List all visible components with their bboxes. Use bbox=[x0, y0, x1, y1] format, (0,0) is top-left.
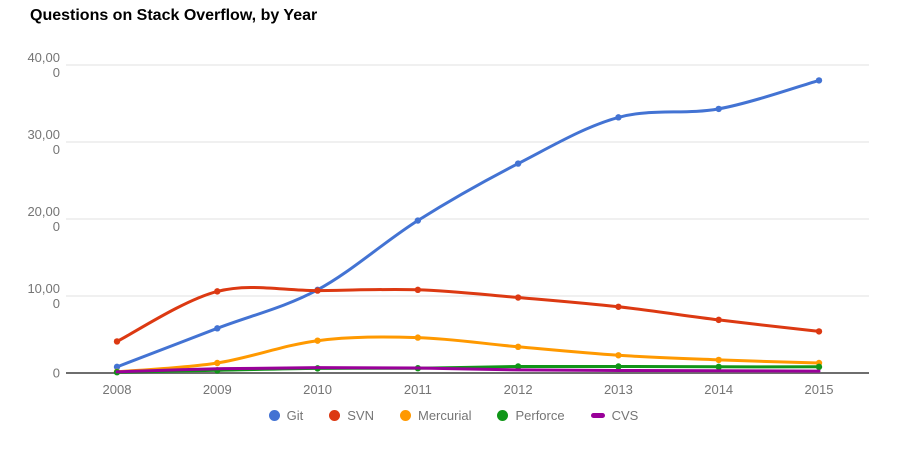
y-tick-line: 20,00 bbox=[27, 204, 60, 219]
x-tick-label: 2014 bbox=[704, 382, 734, 397]
circle-icon bbox=[497, 410, 509, 421]
y-tick-label: 0 bbox=[53, 366, 60, 381]
data-point-perforce bbox=[615, 363, 622, 370]
legend-item-mercurial: Mercurial bbox=[400, 408, 471, 423]
x-tick-label: 2011 bbox=[403, 382, 432, 397]
legend-label: Perforce bbox=[515, 408, 565, 423]
y-tick-label: 10,00 0 bbox=[27, 281, 60, 311]
data-point-svn bbox=[815, 328, 823, 335]
legend-item-perforce: Perforce bbox=[497, 408, 565, 423]
dash-icon bbox=[590, 413, 605, 418]
data-point-git bbox=[815, 77, 823, 84]
x-tick-label: 2015 bbox=[804, 382, 834, 397]
y-tick-label: 30,00 0 bbox=[27, 127, 60, 157]
y-tick-label: 40,00 0 bbox=[27, 50, 60, 80]
legend-label: Git bbox=[286, 408, 304, 423]
series-line-cvs bbox=[115, 366, 821, 374]
circle-icon bbox=[268, 410, 280, 421]
x-tick-label: 2013 bbox=[603, 382, 633, 397]
y-tick-line: 0 bbox=[52, 142, 60, 157]
y-tick-line: 0 bbox=[52, 219, 60, 234]
legend: Git SVN Mercurial Perforce CVS bbox=[0, 408, 907, 423]
legend-item-git: Git bbox=[268, 408, 304, 423]
data-point-svn bbox=[615, 303, 622, 310]
data-point-git bbox=[514, 160, 522, 167]
circle-icon bbox=[329, 410, 341, 421]
data-point-perforce bbox=[715, 363, 722, 371]
y-tick-line: 0 bbox=[52, 65, 60, 80]
data-point-git bbox=[414, 217, 422, 224]
data-point-git bbox=[615, 114, 622, 121]
legend-label: CVS bbox=[611, 408, 639, 423]
legend-label: Mercurial bbox=[418, 408, 472, 423]
y-tick-line: 40,00 bbox=[27, 50, 60, 65]
y-tick-line: 10,00 bbox=[27, 281, 60, 296]
legend-item-svn: SVN bbox=[329, 408, 374, 423]
x-tick-label: 2010 bbox=[303, 382, 333, 397]
chart-title: Questions on Stack Overflow, by Year bbox=[30, 7, 318, 24]
x-tick-label: 2008 bbox=[102, 382, 132, 397]
series-line-mercurial bbox=[115, 335, 821, 374]
y-tick-line: 0 bbox=[52, 365, 60, 381]
legend-label: SVN bbox=[347, 408, 374, 423]
data-point-svn bbox=[514, 294, 522, 301]
data-point-mercurial bbox=[514, 343, 522, 351]
data-point-git bbox=[113, 363, 121, 371]
data-point-svn bbox=[414, 286, 422, 294]
data-point-svn bbox=[113, 338, 121, 345]
data-point-mercurial bbox=[715, 356, 722, 364]
series-line-git bbox=[115, 78, 821, 369]
y-tick-line: 0 bbox=[52, 296, 60, 311]
data-point-mercurial bbox=[414, 334, 422, 341]
data-point-svn bbox=[214, 288, 221, 295]
data-point-mercurial bbox=[314, 337, 321, 344]
data-point-mercurial bbox=[615, 352, 622, 359]
series-line-svn bbox=[115, 285, 821, 343]
data-point-perforce bbox=[514, 363, 522, 370]
data-point-svn bbox=[314, 287, 321, 294]
data-point-git bbox=[715, 105, 722, 113]
x-tick-label: 2009 bbox=[202, 382, 232, 397]
data-point-svn bbox=[715, 316, 722, 324]
data-point-perforce bbox=[815, 363, 823, 371]
x-tick-label: 2012 bbox=[503, 382, 533, 397]
y-tick-line: 30,00 bbox=[27, 127, 60, 142]
y-tick-label: 20,00 0 bbox=[27, 204, 60, 234]
legend-item-cvs: CVS bbox=[590, 408, 639, 423]
circle-icon bbox=[400, 410, 411, 421]
data-point-mercurial bbox=[214, 359, 221, 367]
data-point-git bbox=[214, 325, 221, 332]
